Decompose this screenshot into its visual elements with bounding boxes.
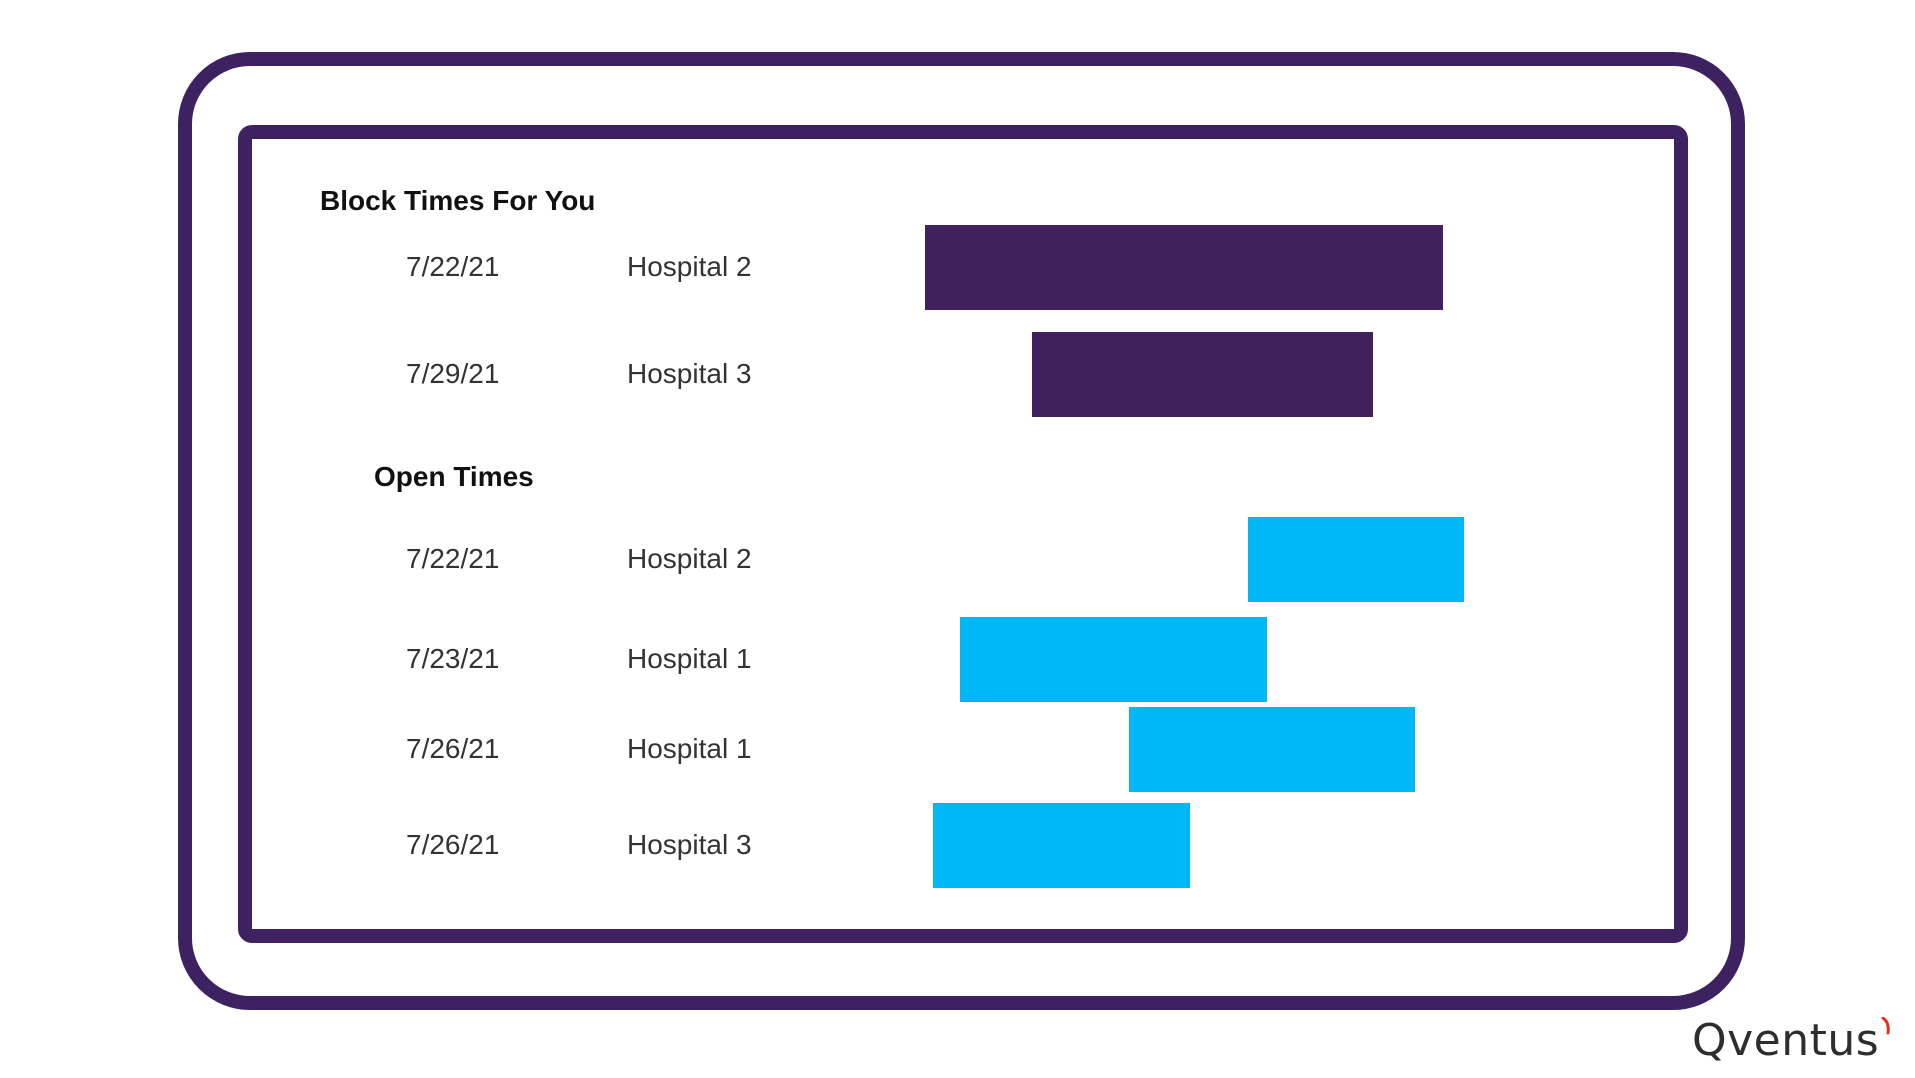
row-date: 7/22/21 <box>406 251 500 282</box>
open-time-bar[interactable] <box>960 616 1268 702</box>
row-date: 7/26/21 <box>406 733 500 764</box>
row-hospital: Hospital 2 <box>627 251 752 282</box>
row-hospital: Hospital 1 <box>627 733 752 764</box>
row-date: 7/22/21 <box>406 543 500 574</box>
row-hospital: Hospital 3 <box>627 358 752 389</box>
row-hospital: Hospital 1 <box>627 643 752 674</box>
logo-wordmark: Qventus <box>1692 1014 1880 1066</box>
open-time-bar[interactable] <box>1128 706 1416 792</box>
row-date: 7/29/21 <box>406 358 500 389</box>
row-hospital: Hospital 3 <box>627 829 752 860</box>
logo-accent-icon <box>1881 1017 1890 1035</box>
section-title: Open Times <box>374 461 534 492</box>
open-time-bar[interactable] <box>1247 516 1465 602</box>
open-time-bar[interactable] <box>933 802 1191 888</box>
block-time-bar[interactable] <box>1032 331 1373 417</box>
row-date: 7/26/21 <box>406 829 500 860</box>
section-title: Block Times For You <box>320 185 596 216</box>
block-time-bar[interactable] <box>925 224 1444 310</box>
brand-logo: Qventus <box>1692 1012 1891 1068</box>
row-hospital: Hospital 2 <box>627 543 752 574</box>
row-date: 7/23/21 <box>406 643 500 674</box>
